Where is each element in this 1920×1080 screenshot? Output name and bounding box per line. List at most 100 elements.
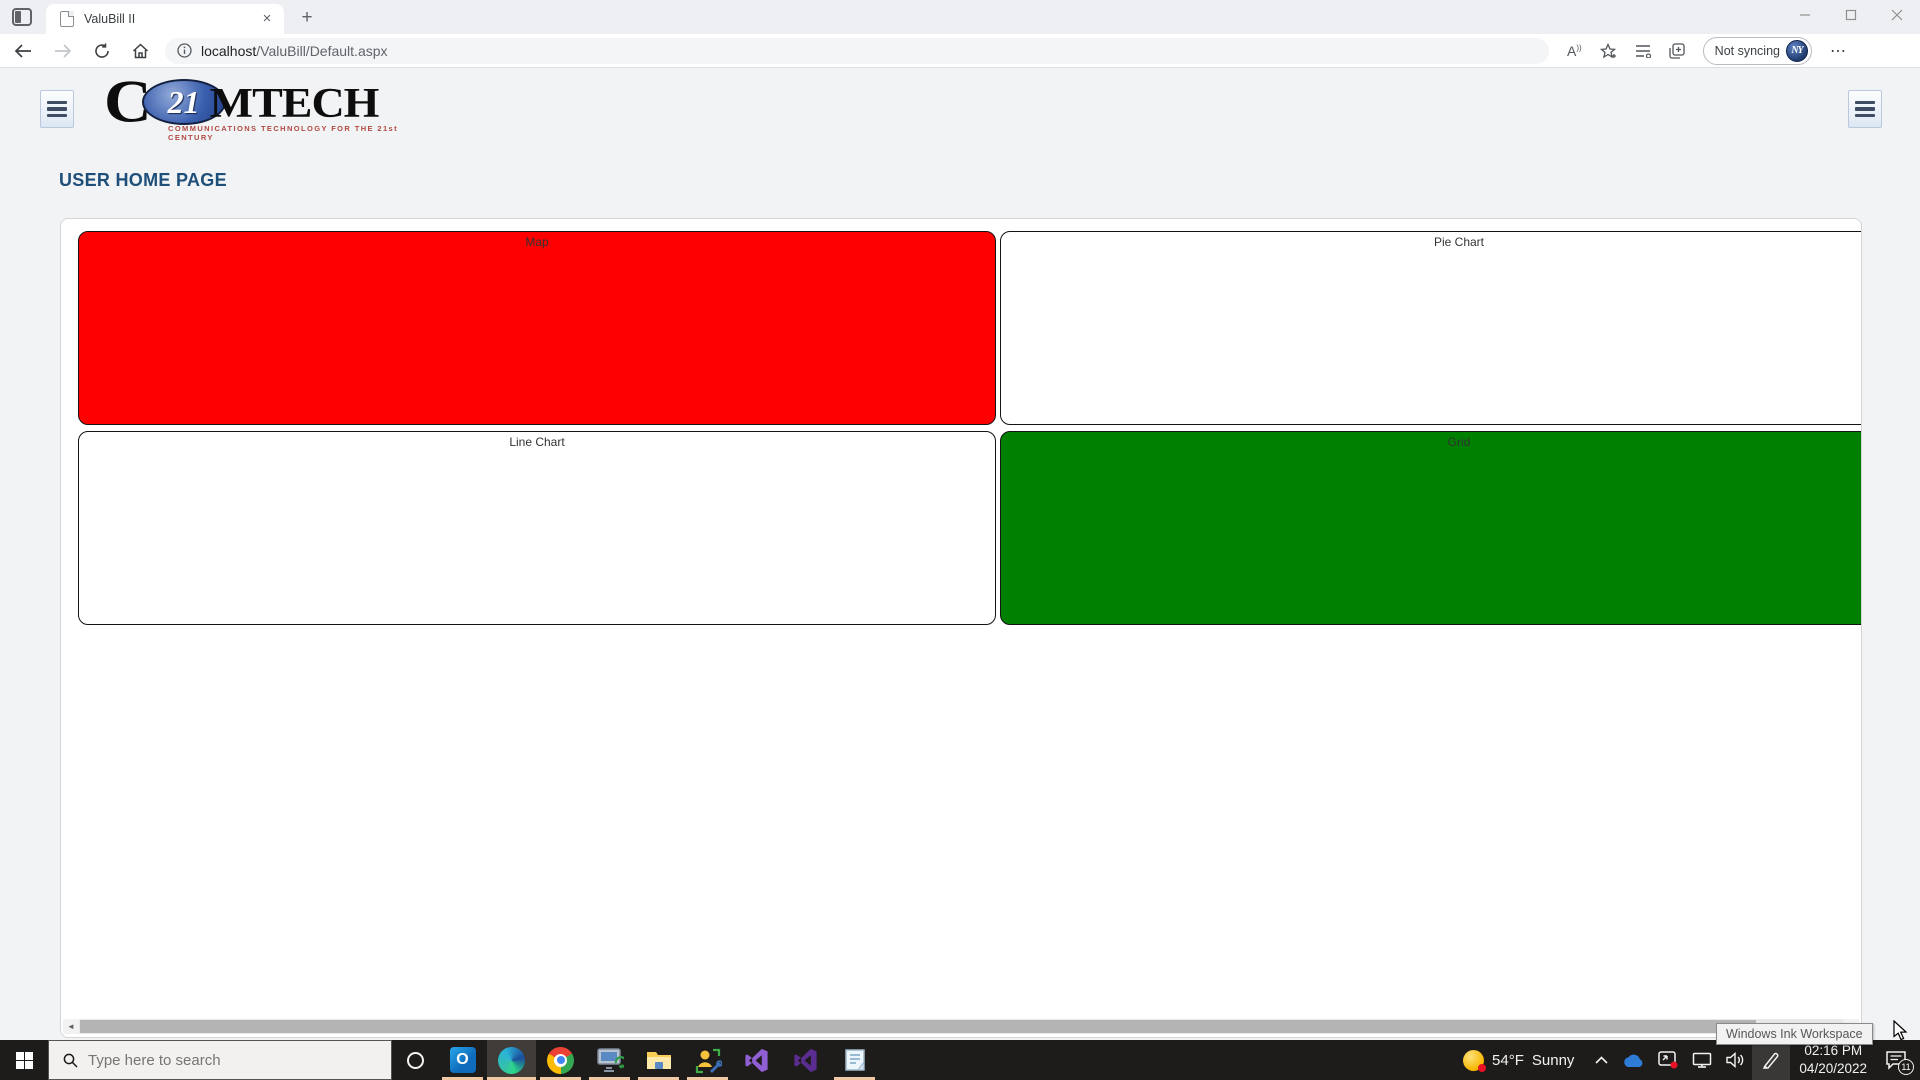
horizontal-scrollbar[interactable]: ◄ ►: [63, 1019, 1859, 1034]
show-hidden-icons-button[interactable]: [1588, 1040, 1615, 1080]
profile-avatar[interactable]: NY: [1785, 39, 1808, 62]
tab-title: ValuBill II: [84, 12, 136, 26]
right-menu-button[interactable]: [1848, 90, 1882, 128]
maximize-button[interactable]: [1828, 0, 1874, 30]
logo-mtech: MTECH: [209, 78, 380, 126]
clock-date: 04/20/2022: [1799, 1061, 1867, 1076]
search-input[interactable]: [88, 1051, 338, 1069]
weather-temperature: 54°F: [1492, 1051, 1524, 1069]
outlook-icon: O: [449, 1047, 476, 1073]
remote-desktop-icon: [596, 1048, 624, 1072]
taskbar-app-edge[interactable]: [487, 1040, 536, 1080]
home-button[interactable]: [132, 42, 149, 59]
action-center-button[interactable]: 11: [1876, 1040, 1920, 1080]
line-chart-panel[interactable]: Line Chart: [78, 431, 996, 625]
minimize-button[interactable]: [1782, 0, 1828, 30]
page-favicon-icon: [60, 11, 74, 27]
site-info-icon[interactable]: [177, 43, 192, 58]
volume-tray-button[interactable]: [1719, 1040, 1752, 1080]
taskbar-app-admin-tools[interactable]: [683, 1040, 732, 1080]
page-title: USER HOME PAGE: [59, 170, 227, 190]
taskbar-app-visual-studio-2[interactable]: [781, 1040, 830, 1080]
browser-menu-icon[interactable]: ⋯: [1829, 42, 1847, 60]
logo-tagline: COMMUNICATIONS TECHNOLOGY FOR THE 21st C…: [168, 124, 399, 142]
notification-icon: [1886, 1051, 1906, 1070]
pie-chart-panel[interactable]: Pie Chart: [1000, 231, 1861, 425]
new-tab-button[interactable]: +: [301, 7, 313, 28]
pen-icon: [1763, 1052, 1779, 1069]
system-tray: 54°F Sunny: [1456, 1040, 1920, 1080]
grid-panel-label: Grid: [1447, 435, 1471, 449]
chevron-up-icon: [1595, 1056, 1608, 1064]
scroll-left-arrow[interactable]: ◄: [63, 1019, 79, 1034]
onedrive-tray-button[interactable]: [1615, 1040, 1651, 1080]
windows-ink-workspace-button[interactable]: [1752, 1040, 1791, 1080]
taskbar-app-visual-studio[interactable]: [732, 1040, 781, 1080]
taskbar-search[interactable]: [48, 1040, 392, 1080]
browser-tab-strip: ValuBill II × +: [0, 0, 1920, 34]
taskbar-app-notepad[interactable]: [830, 1040, 879, 1080]
window-controls: [1782, 0, 1920, 34]
map-panel[interactable]: Map: [78, 231, 996, 425]
scrollbar-thumb[interactable]: [80, 1020, 1756, 1033]
refresh-button[interactable]: [94, 43, 110, 59]
visual-studio-2-icon: [794, 1048, 817, 1072]
add-favorite-icon[interactable]: [1599, 42, 1617, 59]
admin-tools-icon: [695, 1048, 722, 1073]
search-icon: [63, 1053, 78, 1068]
collections-icon[interactable]: [1669, 42, 1685, 59]
speaker-icon: [1726, 1052, 1744, 1068]
taskbar-app-file-explorer[interactable]: [634, 1040, 683, 1080]
visual-studio-icon: [745, 1048, 768, 1072]
windows-taskbar: O: [0, 1040, 1920, 1080]
left-menu-button[interactable]: [40, 90, 74, 128]
start-button[interactable]: [0, 1040, 48, 1080]
page-content: C 21 MTECH COMMUNICATIONS TECHNOLOGY FOR…: [0, 68, 1920, 1045]
logo-21: 21: [167, 83, 200, 120]
sync-profile-button[interactable]: Not syncing NY: [1702, 36, 1812, 65]
edge-icon: [498, 1046, 525, 1074]
cortana-icon: [406, 1051, 424, 1069]
clock-time: 02:16 PM: [1804, 1042, 1863, 1058]
comtech-logo: C 21 MTECH COMMUNICATIONS TECHNOLOGY FOR…: [104, 71, 404, 142]
weather-condition: Sunny: [1531, 1051, 1575, 1069]
cortana-button[interactable]: [392, 1040, 438, 1080]
pie-chart-panel-label: Pie Chart: [1433, 235, 1485, 249]
pinned-apps: O: [438, 1040, 879, 1080]
close-window-button[interactable]: [1874, 0, 1920, 30]
logo-oval: 21: [141, 79, 226, 125]
taskbar-clock[interactable]: 02:16 PM 04/20/2022: [1790, 1040, 1876, 1080]
network-icon: [1693, 1052, 1712, 1068]
chrome-icon: [547, 1046, 574, 1074]
taskbar-app-chrome[interactable]: [536, 1040, 585, 1080]
mouse-cursor: [1893, 1020, 1909, 1042]
windows-logo-icon: [15, 1051, 33, 1069]
url-text: localhost/ValuBill/Default.aspx: [201, 42, 388, 59]
line-chart-panel-label: Line Chart: [509, 435, 565, 449]
tab-actions-menu-icon[interactable]: [12, 8, 32, 26]
taskbar-weather[interactable]: 54°F Sunny: [1456, 1040, 1588, 1080]
sync-status-label: Not syncing: [1714, 43, 1780, 58]
browser-tab[interactable]: ValuBill II ×: [46, 4, 284, 34]
notepad-icon: [844, 1049, 865, 1071]
back-button[interactable]: [14, 43, 32, 58]
taskbar-app-outlook[interactable]: O: [438, 1040, 487, 1080]
read-aloud-icon[interactable]: A)): [1567, 42, 1582, 59]
map-panel-label: Map: [525, 235, 549, 249]
browser-toolbar: localhost/ValuBill/Default.aspx A)) Not …: [0, 34, 1920, 68]
tab-close-icon[interactable]: ×: [262, 10, 272, 27]
screen-share-icon: [1658, 1051, 1678, 1069]
grid-panel[interactable]: Grid: [1000, 431, 1861, 625]
dashboard-card: Map Pie Chart Line Chart Grid ◄ ►: [60, 218, 1862, 1038]
file-explorer-icon: [646, 1052, 671, 1069]
ink-workspace-tooltip: Windows Ink Workspace: [1716, 1023, 1873, 1045]
screen-share-tray-button[interactable]: [1651, 1040, 1685, 1080]
forward-button[interactable]: [54, 43, 72, 58]
onedrive-cloud-icon: [1624, 1054, 1643, 1067]
favorites-icon[interactable]: [1635, 44, 1651, 58]
address-bar[interactable]: localhost/ValuBill/Default.aspx: [165, 37, 1549, 64]
notification-count-badge: 11: [1898, 1059, 1914, 1075]
sunny-weather-icon: [1463, 1049, 1487, 1072]
taskbar-app-remote-desktop[interactable]: [585, 1040, 634, 1080]
network-tray-button[interactable]: [1685, 1040, 1719, 1080]
